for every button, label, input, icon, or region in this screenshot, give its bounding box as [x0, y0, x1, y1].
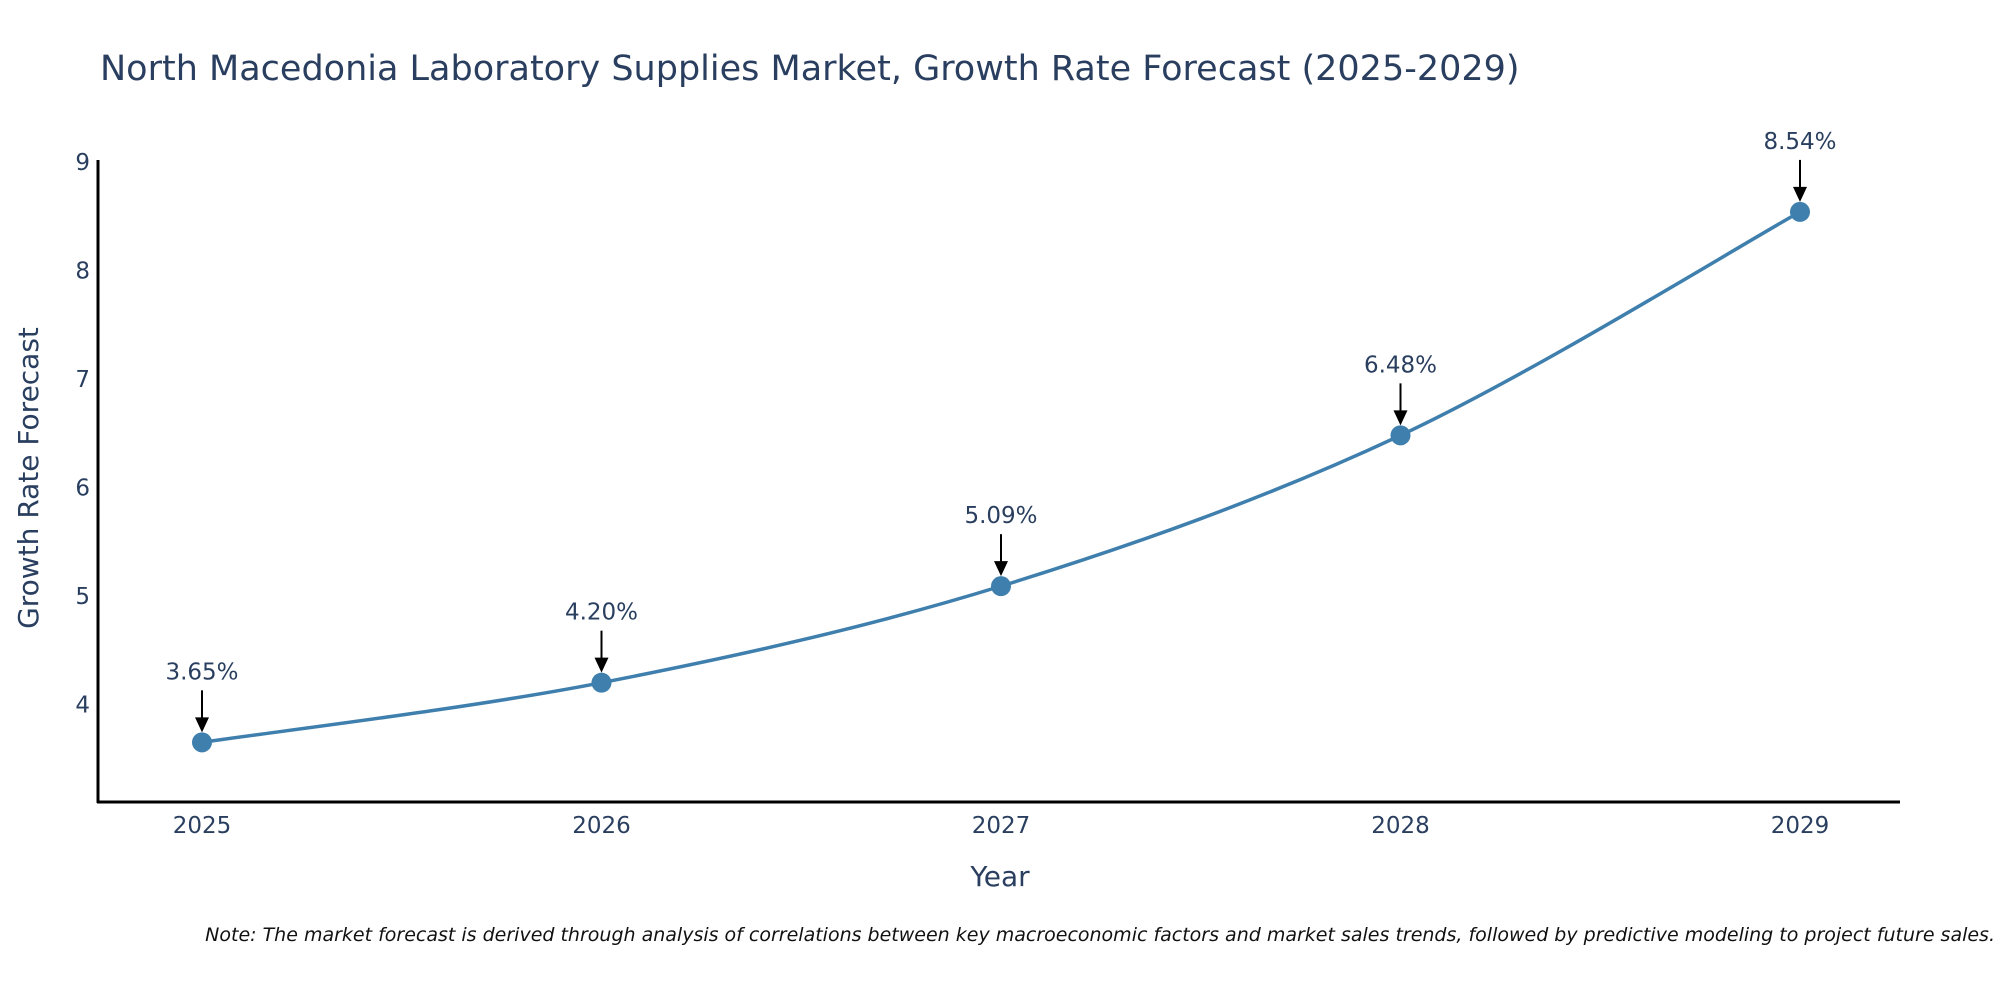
data-point [1790, 201, 1810, 222]
y-tick-labels: 4 5 6 7 8 9 [75, 150, 90, 718]
x-tick-label: 2025 [173, 813, 232, 839]
annotation-arrows [195, 159, 1807, 733]
annotation-arrow-head [1393, 410, 1408, 426]
y-tick-label: 8 [75, 258, 90, 284]
y-tick-label: 6 [75, 475, 90, 501]
y-tick-label: 4 [75, 692, 90, 718]
footnote: Note: The market forecast is derived thr… [205, 924, 1995, 946]
data-label: 5.09% [964, 503, 1037, 529]
chart-title: North Macedonia Laboratory Supplies Mark… [100, 49, 1520, 89]
data-point [192, 732, 212, 753]
data-markers [192, 201, 1810, 753]
x-tick-label: 2028 [1371, 813, 1430, 839]
annotation-arrow-head [1793, 186, 1807, 202]
annotation-arrow-head [594, 657, 609, 673]
data-point [1390, 425, 1411, 446]
y-tick-label: 9 [75, 150, 90, 176]
y-tick-label: 5 [75, 584, 90, 610]
y-axis-title: Growth Rate Forecast [12, 327, 45, 629]
x-tick-label: 2027 [972, 813, 1031, 839]
x-tick-label: 2026 [572, 813, 631, 839]
x-tick-labels: 2025 2026 2027 2028 2029 [173, 813, 1830, 839]
data-label: 4.20% [565, 600, 638, 626]
data-labels: 3.65% 4.20% 5.09% 6.48% 8.54% [165, 129, 1836, 685]
annotation-arrow-head [994, 561, 1008, 577]
data-label: 3.65% [165, 659, 238, 685]
data-label: 6.48% [1364, 352, 1437, 378]
x-tick-label: 2029 [1771, 813, 1830, 839]
data-point [591, 672, 612, 693]
annotation-arrow-head [195, 717, 209, 733]
y-tick-label: 7 [75, 367, 90, 393]
data-label: 8.54% [1763, 129, 1836, 155]
x-axis-title: Year [969, 860, 1030, 893]
data-point [991, 576, 1011, 597]
series-line [201, 210, 1801, 745]
